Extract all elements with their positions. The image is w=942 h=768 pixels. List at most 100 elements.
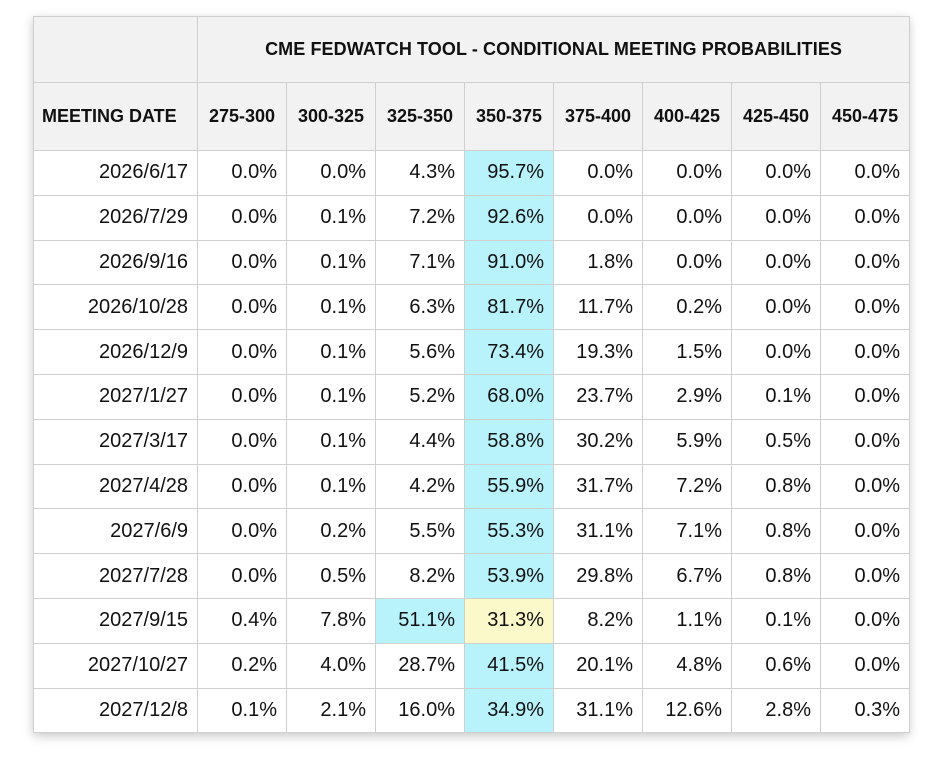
probability-cell: 0.0%	[819, 329, 911, 375]
corner-cell	[33, 16, 198, 83]
probability-cell: 0.0%	[819, 642, 911, 689]
probability-cell: 0.0%	[819, 194, 911, 241]
probability-cell: 0.8%	[731, 463, 821, 510]
column-header-row: MEETING DATE 275-300 300-325 325-350 350…	[33, 82, 911, 151]
probability-cell: 53.9%	[464, 553, 554, 599]
probability-cell: 0.1%	[286, 463, 376, 510]
probability-cell: 4.3%	[375, 150, 465, 196]
probability-cell: 30.2%	[553, 418, 643, 465]
probability-cell: 6.7%	[642, 553, 732, 599]
range-header: 300-325	[286, 82, 376, 151]
table-body: 2026/6/17 0.0% 0.0% 4.3% 95.7% 0.0% 0.0% 0.0% 0.…	[33, 150, 911, 734]
probability-cell: 20.1%	[553, 642, 643, 689]
probability-cell: 0.0%	[197, 373, 287, 420]
probability-cell: 0.2%	[642, 284, 732, 331]
table-row: 2026/12/9 0.0% 0.1% 5.6% 73.4% 19.3% 1.5% 0.0% 0…	[33, 329, 911, 375]
meeting-date-cell: 2027/9/15	[33, 597, 198, 644]
probability-cell: 8.2%	[553, 597, 643, 644]
probability-cell: 0.0%	[731, 329, 821, 375]
probability-cell: 68.0%	[464, 373, 554, 420]
probability-cell: 4.4%	[375, 418, 465, 465]
probability-cell: 5.2%	[375, 373, 465, 420]
meeting-date-cell: 2026/7/29	[33, 194, 198, 241]
table-row: 2027/7/28 0.0% 0.5% 8.2% 53.9% 29.8% 6.7% 0.8% 0…	[33, 553, 911, 599]
probability-cell: 6.3%	[375, 284, 465, 331]
probability-cell: 0.0%	[197, 553, 287, 599]
probability-cell: 11.7%	[553, 284, 643, 331]
table-row: 2026/6/17 0.0% 0.0% 4.3% 95.7% 0.0% 0.0% 0.0% 0.…	[33, 150, 911, 196]
probability-cell: 0.1%	[286, 373, 376, 420]
probability-cell: 0.0%	[819, 508, 911, 555]
probability-cell: 4.2%	[375, 463, 465, 510]
table-row: 2027/10/27 0.2% 4.0% 28.7% 41.5% 20.1% 4.8% 0.6…	[33, 642, 911, 689]
meeting-date-cell: 2027/1/27	[33, 373, 198, 420]
table-row: 2027/12/8 0.1% 2.1% 16.0% 34.9% 31.1% 12.6% 2.8…	[33, 687, 911, 734]
probability-cell: 0.0%	[731, 284, 821, 331]
probability-cell: 0.0%	[197, 329, 287, 375]
probability-cell: 0.0%	[197, 508, 287, 555]
probability-cell: 0.0%	[731, 239, 821, 286]
probability-cell: 0.0%	[819, 553, 911, 599]
probability-cell: 7.2%	[375, 194, 465, 241]
probability-cell: 0.0%	[819, 373, 911, 420]
probability-cell: 0.8%	[731, 508, 821, 555]
probability-cell: 7.2%	[642, 463, 732, 510]
probability-cell: 0.0%	[197, 239, 287, 286]
probability-cell: 0.1%	[197, 687, 287, 734]
table-row: 2027/4/28 0.0% 0.1% 4.2% 55.9% 31.7% 7.2% 0.8% 0…	[33, 463, 911, 510]
probability-cell: 81.7%	[464, 284, 554, 331]
probability-cell: 0.2%	[286, 508, 376, 555]
probability-cell: 0.0%	[819, 150, 911, 196]
range-header: 375-400	[553, 82, 643, 151]
probability-cell: 0.0%	[286, 150, 376, 196]
probability-cell: 0.1%	[286, 284, 376, 331]
probability-cell: 0.4%	[197, 597, 287, 644]
probability-cell: 73.4%	[464, 329, 554, 375]
range-header: 350-375	[464, 82, 554, 151]
meeting-date-cell: 2026/10/28	[33, 284, 198, 331]
meeting-date-cell: 2027/12/8	[33, 687, 198, 734]
meeting-date-cell: 2027/10/27	[33, 642, 198, 689]
probability-cell: 12.6%	[642, 687, 732, 734]
meeting-date-cell: 2027/4/28	[33, 463, 198, 510]
probability-cell: 0.0%	[642, 150, 732, 196]
meeting-date-cell: 2027/6/9	[33, 508, 198, 555]
range-header: 275-300	[197, 82, 287, 151]
conditional-probabilities-table: CME FEDWATCH TOOL - CONDITIONAL MEETING …	[33, 16, 911, 734]
probability-cell: 1.8%	[553, 239, 643, 286]
probability-cell: 92.6%	[464, 194, 554, 241]
probability-cell: 1.5%	[642, 329, 732, 375]
meeting-date-cell: 2026/6/17	[33, 150, 198, 196]
probability-cell: 5.5%	[375, 508, 465, 555]
probability-cell: 0.1%	[286, 194, 376, 241]
probability-cell: 0.3%	[819, 687, 911, 734]
probability-cell: 7.1%	[642, 508, 732, 555]
table-row: 2027/9/15 0.4% 7.8% 51.1% 31.3% 8.2% 1.1% 0.1% 0…	[33, 597, 911, 644]
probability-cell: 0.0%	[553, 194, 643, 241]
probability-cell: 0.0%	[731, 194, 821, 241]
probability-cell: 41.5%	[464, 642, 554, 689]
probability-cell: 0.2%	[197, 642, 287, 689]
title-row: CME FEDWATCH TOOL - CONDITIONAL MEETING …	[33, 16, 911, 83]
probability-cell: 58.8%	[464, 418, 554, 465]
probability-cell: 16.0%	[375, 687, 465, 734]
meeting-date-cell: 2027/7/28	[33, 553, 198, 599]
probability-cell: 0.1%	[731, 597, 821, 644]
probability-cell: 0.0%	[819, 418, 911, 465]
probability-cell: 31.1%	[553, 508, 643, 555]
meeting-date-cell: 2026/9/16	[33, 239, 198, 286]
table-row: 2027/1/27 0.0% 0.1% 5.2% 68.0% 23.7% 2.9% 0.1% 0…	[33, 373, 911, 420]
table-row: 2026/7/29 0.0% 0.1% 7.2% 92.6% 0.0% 0.0% 0.0% 0.…	[33, 194, 911, 241]
probability-cell: 0.0%	[197, 284, 287, 331]
probability-cell: 0.5%	[731, 418, 821, 465]
probability-cell: 31.7%	[553, 463, 643, 510]
probability-cell: 2.1%	[286, 687, 376, 734]
range-header: 325-350	[375, 82, 465, 151]
probability-cell: 95.7%	[464, 150, 554, 196]
range-header: 450-475	[819, 82, 911, 151]
probability-cell: 7.8%	[286, 597, 376, 644]
probability-cell: 0.0%	[819, 239, 911, 286]
probability-cell: 0.1%	[286, 239, 376, 286]
probability-cell: 0.0%	[731, 150, 821, 196]
probability-cell: 0.0%	[819, 597, 911, 644]
